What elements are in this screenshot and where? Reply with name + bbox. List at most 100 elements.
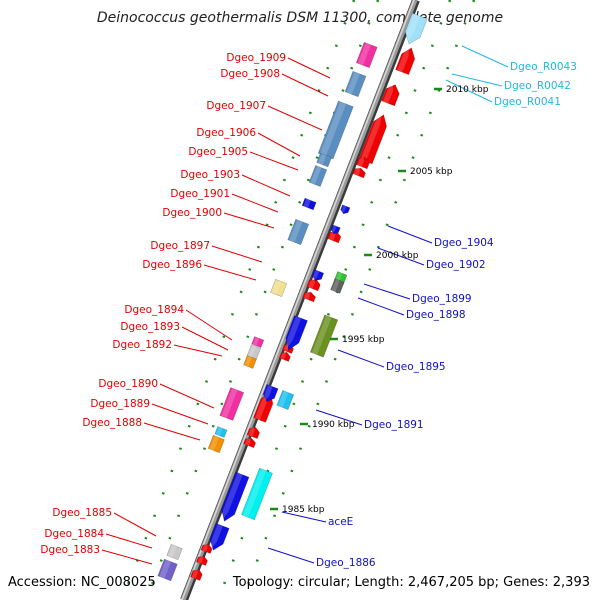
gene-feature bbox=[251, 336, 265, 348]
scale-label: 1995 kbp bbox=[342, 335, 385, 345]
gene-feature bbox=[308, 165, 328, 187]
scale-label: 2010 kbp bbox=[446, 85, 489, 95]
gene-feature bbox=[200, 543, 213, 554]
gene-feature bbox=[316, 152, 332, 168]
label-leader-lines bbox=[101, 45, 509, 565]
leader-line bbox=[113, 512, 157, 537]
gene-label: Dgeo_R0042 bbox=[504, 80, 571, 92]
gene-feature bbox=[276, 389, 295, 411]
gene-label: Dgeo_R0043 bbox=[510, 61, 577, 73]
gene-feature bbox=[209, 522, 230, 551]
gene-feature bbox=[287, 218, 310, 246]
leader-line bbox=[257, 132, 301, 157]
gene-feature bbox=[278, 351, 291, 362]
leader-line bbox=[249, 151, 299, 171]
gene-label: Dgeo_1884 bbox=[44, 528, 104, 540]
gene-feature bbox=[330, 278, 345, 294]
scale-labels: 2010 kbp 2005 kbp 2000 kbp 1995 kbp 1990 kbp… bbox=[270, 85, 489, 515]
leader-line bbox=[159, 383, 215, 409]
gene-feature bbox=[355, 41, 378, 69]
gene-label: Dgeo_1894 bbox=[124, 304, 184, 316]
leader-line bbox=[337, 349, 385, 368]
gene-label: Dgeo_1906 bbox=[196, 127, 256, 139]
guide-line bbox=[144, 0, 380, 600]
gene-feature bbox=[302, 291, 316, 303]
gene-label: Dgeo_1896 bbox=[142, 259, 202, 271]
gene-label: Dgeo_1883 bbox=[40, 544, 100, 556]
genome-backbone bbox=[180, 0, 420, 600]
leader-line bbox=[377, 247, 425, 266]
gene-label: Dgeo_1909 bbox=[226, 52, 286, 64]
topology-text: Topology: circular; Length: 2,467,205 bp… bbox=[232, 575, 590, 590]
leader-line bbox=[231, 193, 279, 213]
leader-line bbox=[241, 174, 291, 197]
gene-feature bbox=[285, 315, 308, 351]
leader-line bbox=[461, 45, 509, 68]
gene-label: Dgeo_1886 bbox=[316, 557, 376, 569]
leader-line bbox=[267, 547, 315, 564]
gene-feature bbox=[270, 278, 288, 298]
scale-label: 2000 kbp bbox=[376, 251, 419, 261]
gene-feature bbox=[262, 383, 279, 402]
gene-feature bbox=[243, 355, 257, 369]
leader-line bbox=[281, 511, 327, 523]
gene-feature bbox=[381, 83, 400, 107]
gene-feature bbox=[190, 568, 203, 581]
map-title: Deinococcus geothermalis DSM 11300, comp… bbox=[97, 10, 503, 26]
gene-feature bbox=[246, 344, 262, 360]
gene-feature bbox=[404, 12, 428, 45]
gene-label: Dgeo_1898 bbox=[406, 309, 466, 321]
leader-line bbox=[181, 326, 229, 351]
gene-label: Dgeo_1908 bbox=[220, 68, 280, 80]
gene-features bbox=[157, 12, 428, 582]
gene-label: Dgeo_1904 bbox=[434, 237, 494, 249]
gene-feature bbox=[157, 558, 178, 582]
gene-feature bbox=[344, 70, 367, 98]
gene-label: Dgeo_1889 bbox=[90, 398, 150, 410]
leader-line bbox=[445, 79, 493, 103]
gene-feature bbox=[246, 426, 260, 440]
accession-text: Accession: NC_008025 bbox=[8, 575, 156, 590]
gene-label: Dgeo_1893 bbox=[120, 321, 180, 333]
gene-feature bbox=[306, 278, 321, 292]
gene-feature bbox=[355, 156, 370, 170]
gene-feature bbox=[166, 543, 183, 561]
gene-label: Dgeo_1888 bbox=[82, 417, 142, 429]
gene-label: Dgeo_1890 bbox=[98, 378, 158, 390]
gene-label: Dgeo_1902 bbox=[426, 259, 486, 271]
gene-feature bbox=[301, 197, 317, 211]
leader-line bbox=[203, 264, 257, 281]
leader-line bbox=[185, 309, 233, 341]
leader-line bbox=[105, 533, 153, 549]
gene-label: Dgeo_1899 bbox=[412, 293, 472, 305]
gene-feature bbox=[358, 113, 387, 165]
gene-feature bbox=[311, 269, 325, 282]
gene-label: Dgeo_R0041 bbox=[494, 96, 561, 108]
gene-feature bbox=[207, 434, 225, 454]
gene-feature bbox=[340, 204, 351, 215]
leader-line bbox=[211, 245, 263, 263]
leader-line bbox=[357, 297, 405, 316]
gene-feature bbox=[221, 471, 250, 522]
leader-line bbox=[363, 283, 411, 300]
gene-feature bbox=[395, 46, 416, 76]
gene-label: Dgeo_1905 bbox=[188, 146, 248, 158]
gene-feature bbox=[195, 555, 208, 566]
gene-label: Dgeo_1903 bbox=[180, 169, 240, 181]
gene-label: Dgeo_1901 bbox=[170, 188, 230, 200]
gene-label: Dgeo_1900 bbox=[162, 207, 222, 219]
gene-label: Dgeo_1891 bbox=[364, 419, 424, 431]
gene-label: Dgeo_1897 bbox=[150, 240, 210, 252]
leader-line bbox=[387, 225, 433, 244]
gene-label: aceE bbox=[328, 516, 353, 528]
leader-line bbox=[287, 57, 331, 79]
leader-line bbox=[451, 73, 503, 87]
gene-feature bbox=[214, 426, 228, 438]
leader-line bbox=[101, 549, 153, 565]
leader-line bbox=[267, 105, 323, 131]
gene-feature bbox=[330, 224, 341, 235]
gene-label: Dgeo_1895 bbox=[386, 361, 446, 373]
scale-label: 1985 kbp bbox=[282, 505, 325, 515]
gene-labels: Dgeo_1909 Dgeo_1908 Dgeo_1907 Dgeo_1906 Dgeo… bbox=[40, 52, 577, 569]
